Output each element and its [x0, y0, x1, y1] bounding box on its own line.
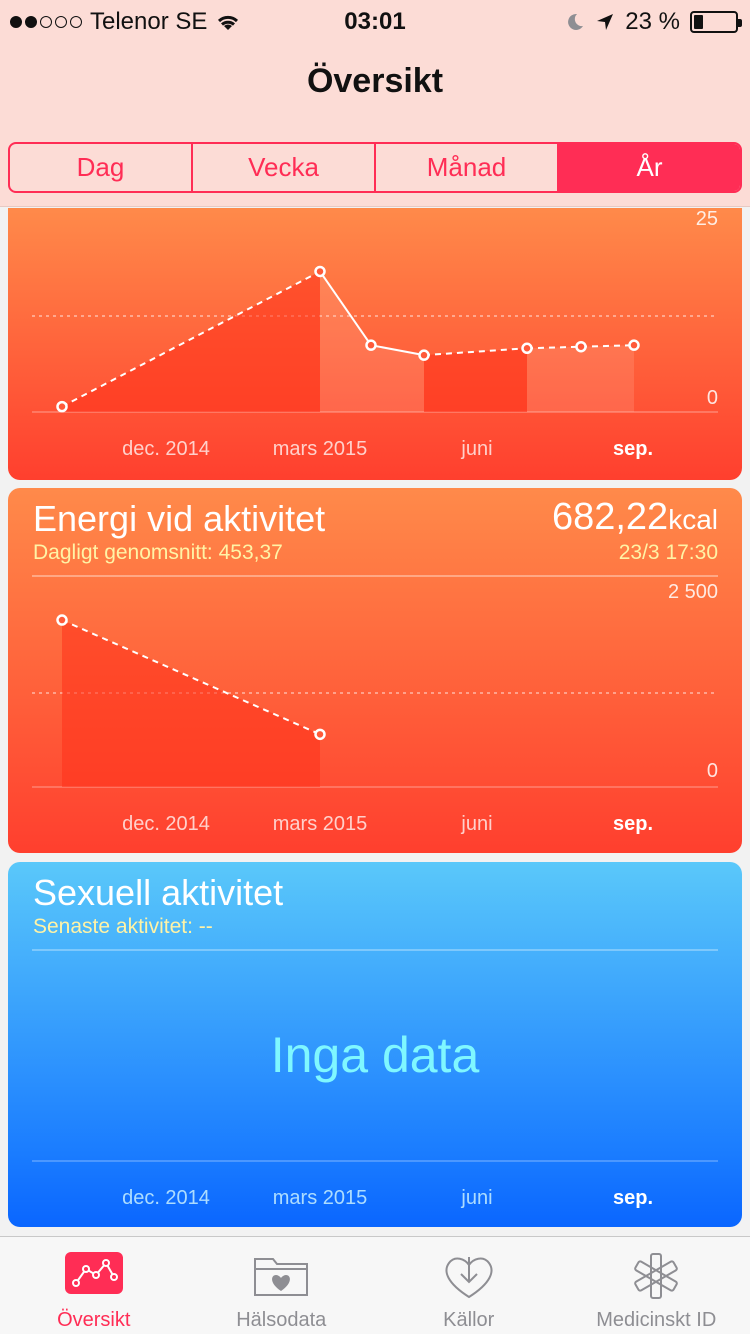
data-point [628, 339, 640, 351]
x-axis-label: mars 2015 [272, 1187, 368, 1209]
sexual-activity-latest: Senaste aktivitet: -- [33, 915, 213, 938]
x-axis-label: juni [461, 1187, 493, 1209]
energy-chart [32, 575, 718, 788]
x-axis-label: sep. [612, 1187, 654, 1209]
series-line-segment [319, 270, 372, 346]
sexual-activity-title: Sexuell aktivitet [33, 872, 284, 913]
chart-area-band [424, 348, 527, 412]
time-range-segmented-control: Dag Vecka Månad År [8, 142, 742, 193]
energy-title: Energi vid aktivitet [33, 498, 326, 539]
page-title: Översikt [306, 62, 444, 100]
x-axis-label: dec. 2014 [122, 438, 210, 460]
chart-area-band [62, 271, 320, 412]
activity-chart-card[interactable]: 25 0 dec. 2014 mars 2015 juni sep. [8, 208, 742, 480]
data-point [575, 340, 587, 353]
series-line-segment [61, 619, 321, 736]
x-axis-label: sep. [612, 813, 654, 835]
tab-medical-id-label: Medicinskt ID [596, 1309, 717, 1331]
energy-card[interactable]: Energi vid aktivitet Dagligt genomsnitt:… [8, 488, 742, 853]
segment-day[interactable]: Dag [10, 144, 193, 191]
x-axis-label: mars 2015 [272, 813, 368, 835]
data-point [314, 728, 326, 741]
energy-value: 682,22kcal [552, 496, 718, 539]
activity-chart [32, 265, 718, 413]
data-point [56, 614, 68, 626]
y-axis-max-label: 25 [695, 208, 718, 230]
tab-health-data[interactable]: Hälsodata [188, 1237, 376, 1334]
x-axis-label: juni [461, 438, 493, 460]
tab-sources-label: Källor [443, 1309, 495, 1331]
heart-download-icon [445, 1257, 493, 1299]
y-axis-min-label: 0 [706, 760, 718, 782]
tab-overview[interactable]: Översikt [0, 1237, 188, 1334]
segment-month[interactable]: Månad [376, 144, 559, 191]
x-axis-label: dec. 2014 [122, 813, 210, 835]
chart-area-band [527, 345, 634, 412]
chart-area-band [62, 620, 320, 787]
data-point [521, 342, 533, 355]
tab-sources[interactable]: Källor [375, 1237, 563, 1334]
data-point [314, 265, 326, 278]
segment-year[interactable]: År [559, 144, 740, 191]
series-line-segment [61, 270, 321, 408]
no-data-label: Inga data [270, 1027, 480, 1083]
sexual-activity-card[interactable]: Sexuell aktivitet Senaste aktivitet: -- … [8, 862, 742, 1227]
data-point [418, 349, 430, 361]
data-point [56, 400, 68, 413]
data-point [365, 339, 377, 351]
tab-medical-id[interactable]: Medicinskt ID [563, 1237, 750, 1334]
overview-chart-icon [64, 1252, 123, 1294]
x-axis-label: sep. [612, 438, 654, 460]
location-arrow-icon [597, 14, 614, 30]
y-axis-min-label: 0 [706, 387, 718, 409]
series-line-segment [580, 344, 635, 348]
folder-heart-icon [254, 1258, 309, 1296]
top-bar: Telenor SE 03:01 23 % Översikt Dag Vecka… [0, 0, 750, 207]
energy-date: 23/3 17:30 [618, 541, 718, 564]
sexual-activity-chart-frame [32, 949, 718, 1162]
segment-week[interactable]: Vecka [193, 144, 376, 191]
wifi-icon [218, 15, 239, 30]
series-line-segment [370, 344, 425, 357]
carrier-name: Telenor SE [90, 8, 208, 35]
battery-percentage: 23 % [625, 8, 680, 35]
x-axis-label: mars 2015 [272, 438, 368, 460]
battery-icon [690, 11, 742, 33]
series-line-segment [526, 345, 582, 350]
chart-area-band [320, 271, 424, 412]
moon-icon [568, 13, 584, 30]
energy-daily-average: Dagligt genomsnitt: 453,37 [33, 541, 283, 564]
energy-unit: kcal [668, 504, 718, 535]
tab-health-data-label: Hälsodata [236, 1309, 327, 1331]
y-axis-max-label: 2 500 [667, 581, 718, 603]
tab-overview-label: Översikt [57, 1309, 131, 1331]
x-axis-label: juni [461, 813, 493, 835]
tab-bar: Översikt Hälsodata Källor Medicinskt ID [0, 1236, 750, 1334]
energy-value-number: 682,22 [551, 496, 669, 538]
signal-strength-icon [10, 16, 82, 28]
x-axis-label: dec. 2014 [122, 1187, 210, 1209]
medical-star-icon [634, 1253, 679, 1299]
clock: 03:01 [344, 8, 406, 35]
status-bar: Telenor SE 03:01 23 % [0, 0, 750, 40]
